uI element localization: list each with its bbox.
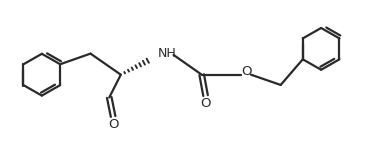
Text: NH: NH — [158, 47, 176, 60]
Text: O: O — [108, 118, 118, 131]
Text: O: O — [241, 65, 251, 78]
Text: O: O — [200, 97, 211, 110]
